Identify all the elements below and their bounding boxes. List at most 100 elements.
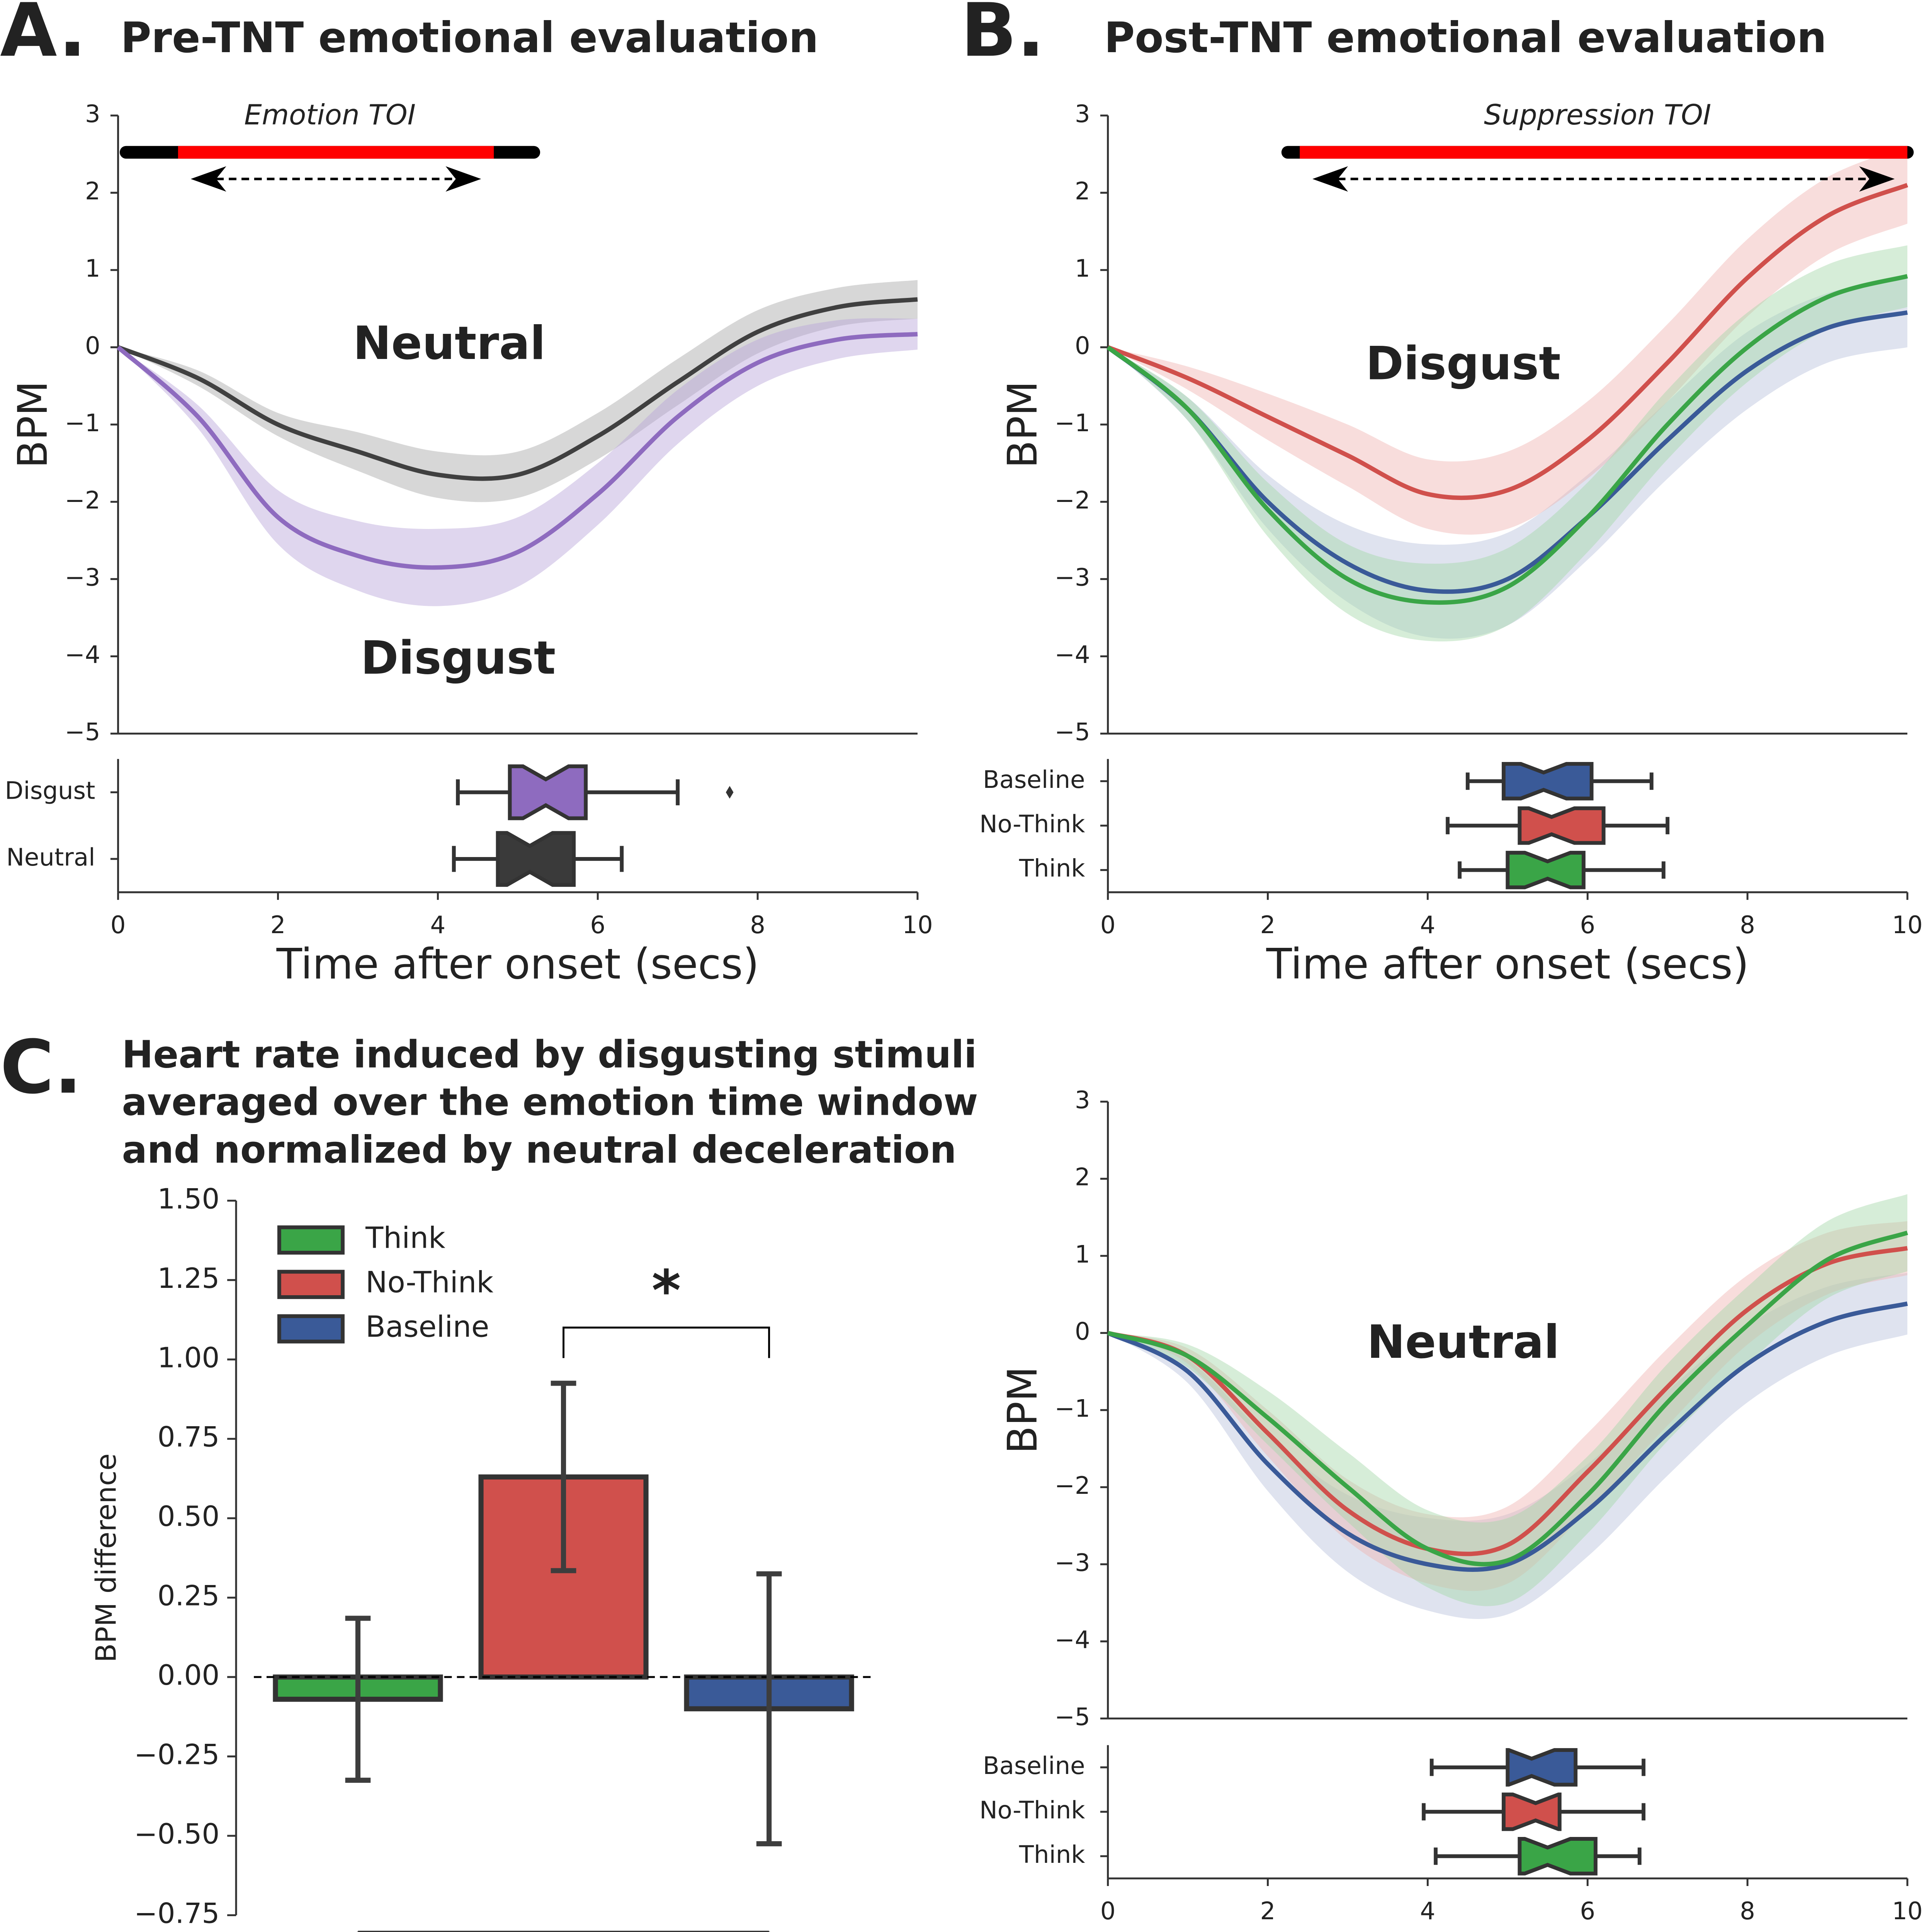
y-tick-label: −0.25 bbox=[134, 1739, 219, 1771]
y-tick-label: 2 bbox=[85, 177, 100, 205]
y-tick-label: No-Think bbox=[979, 810, 1085, 838]
y-tick-label: −4 bbox=[1055, 1626, 1090, 1654]
x-tick-label: 6 bbox=[590, 911, 605, 939]
x-tick-label: 10 bbox=[1892, 911, 1922, 939]
x-tick-label: 10 bbox=[1892, 1897, 1922, 1925]
arrow-head bbox=[1312, 166, 1348, 192]
x-tick-label: 6 bbox=[1580, 1897, 1595, 1925]
y-tick-label: −1 bbox=[1055, 1394, 1090, 1422]
y-tick-label: 0.25 bbox=[158, 1580, 220, 1612]
y-tick-label: −3 bbox=[65, 563, 100, 592]
x-tick-label: 6 bbox=[1580, 911, 1595, 939]
x-tick-label: 2 bbox=[270, 911, 286, 939]
y-tick-label: 1.00 bbox=[158, 1342, 220, 1374]
arrow-head bbox=[1859, 166, 1895, 192]
x-tick-label: 8 bbox=[1740, 1897, 1755, 1925]
x-tick-label: 0 bbox=[1100, 1897, 1116, 1925]
toi-label: Suppression TOI bbox=[1484, 99, 1711, 131]
x-axis-label: Time after onset (secs) bbox=[276, 940, 759, 989]
legend-label: No-Think bbox=[365, 1265, 493, 1299]
panel-letter: C. bbox=[0, 1024, 82, 1110]
y-axis-label: BPM bbox=[9, 381, 56, 468]
y-tick-label: 2 bbox=[1075, 177, 1090, 205]
y-tick-label: 0.50 bbox=[158, 1500, 220, 1533]
legend-swatch bbox=[277, 1225, 345, 1255]
box bbox=[1502, 762, 1594, 801]
series-annotation: Neutral bbox=[1367, 1315, 1559, 1369]
legend-label: Think bbox=[365, 1221, 445, 1255]
x-tick-label: 0 bbox=[110, 911, 126, 939]
y-tick-label: 1 bbox=[85, 254, 100, 282]
y-tick-label: 0.75 bbox=[158, 1421, 220, 1454]
y-tick-label: −3 bbox=[1055, 1548, 1090, 1577]
legend-swatch bbox=[277, 1270, 345, 1299]
y-tick-label: −0.75 bbox=[134, 1898, 219, 1930]
outlier bbox=[726, 786, 734, 799]
line bbox=[1106, 310, 1908, 594]
y-tick-label: Baseline bbox=[983, 1752, 1085, 1780]
y-tick-label: −5 bbox=[65, 718, 100, 746]
y-tick-label: 0 bbox=[85, 332, 100, 360]
y-tick-label: 2 bbox=[1075, 1163, 1090, 1191]
y-tick-label: −4 bbox=[65, 641, 100, 669]
panel-title: Post-TNT emotional evaluation bbox=[1104, 13, 1827, 62]
significance-bracket bbox=[563, 1327, 770, 1358]
y-tick-label: Think bbox=[1019, 854, 1085, 883]
x-axis-label: Time after onset (secs) bbox=[1266, 1926, 1749, 1932]
ci-band bbox=[118, 280, 918, 502]
y-tick-label: 1 bbox=[1075, 1240, 1090, 1268]
x-tick-label: 10 bbox=[902, 911, 933, 939]
y-tick-label: −2 bbox=[1055, 1471, 1090, 1500]
series-annotation: Neutral bbox=[353, 316, 546, 370]
y-tick-label: −2 bbox=[1055, 486, 1090, 514]
box bbox=[508, 764, 588, 820]
ci-band bbox=[1108, 245, 1908, 642]
line bbox=[1106, 274, 1908, 605]
panel-title: averaged over the emotion time window bbox=[122, 1080, 978, 1124]
x-tick-label: 8 bbox=[1740, 911, 1755, 939]
y-axis-label: BPM bbox=[999, 381, 1046, 468]
y-tick-label: 0 bbox=[1075, 332, 1090, 360]
toi-label: Emotion TOI bbox=[244, 99, 416, 131]
y-tick-label: −2 bbox=[65, 486, 100, 514]
y-tick-label: Think bbox=[1019, 1840, 1085, 1869]
y-tick-label: 0 bbox=[1075, 1317, 1090, 1345]
x-tick-label: 4 bbox=[430, 911, 446, 939]
legend-label: Baseline bbox=[365, 1310, 489, 1344]
series-annotation: Disgust bbox=[361, 631, 556, 685]
panel-title: Pre-TNT emotional evaluation bbox=[121, 13, 818, 62]
line bbox=[1107, 1301, 1908, 1572]
box bbox=[1502, 1793, 1562, 1831]
line bbox=[117, 297, 918, 481]
panel-title: Heart rate induced by disgusting stimuli bbox=[122, 1032, 977, 1076]
x-tick-label: 2 bbox=[1260, 911, 1276, 939]
box bbox=[1518, 1837, 1598, 1876]
y-tick-label: −0.50 bbox=[134, 1818, 219, 1850]
box bbox=[1518, 806, 1606, 845]
y-tick-label: 0.00 bbox=[158, 1659, 220, 1692]
x-axis-label: Time after onset (secs) bbox=[1266, 940, 1749, 989]
arrow-head bbox=[190, 166, 226, 192]
y-axis-label: BPM bbox=[999, 1366, 1046, 1454]
box bbox=[1506, 850, 1586, 889]
line bbox=[1107, 1230, 1908, 1566]
x-tick-label: 2 bbox=[1260, 1897, 1276, 1925]
y-axis-label: BPM difference bbox=[90, 1453, 122, 1662]
x-tick-label: 0 bbox=[1100, 911, 1116, 939]
line bbox=[1107, 1246, 1908, 1556]
y-tick-label: −4 bbox=[1055, 641, 1090, 669]
arrow-head bbox=[445, 166, 481, 192]
y-tick-label: 1.25 bbox=[158, 1262, 220, 1295]
y-tick-label: −1 bbox=[1055, 409, 1090, 437]
y-tick-label: 3 bbox=[85, 100, 100, 128]
y-tick-label: −3 bbox=[1055, 563, 1090, 592]
box bbox=[496, 831, 576, 887]
box bbox=[1506, 1748, 1578, 1787]
panel-title: and normalized by neutral deceleration bbox=[122, 1128, 956, 1172]
line bbox=[1107, 183, 1909, 500]
panel-letter: A. bbox=[0, 0, 86, 73]
y-tick-label: Baseline bbox=[983, 765, 1085, 794]
ci-band bbox=[1108, 1194, 1908, 1606]
significance-label: * bbox=[652, 1259, 681, 1323]
